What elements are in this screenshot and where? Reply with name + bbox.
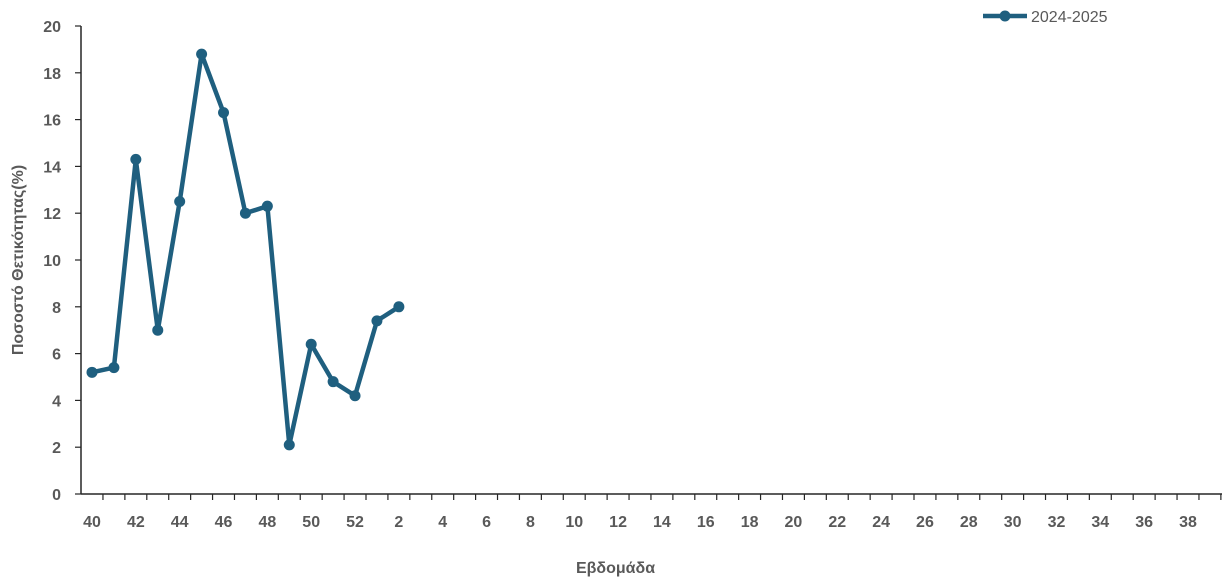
data-point <box>349 390 361 402</box>
legend-marker <box>999 10 1011 22</box>
x-tick-label: 34 <box>1091 514 1109 531</box>
data-point <box>130 153 142 165</box>
x-tick-label: 38 <box>1179 514 1197 531</box>
legend-label: 2024-2025 <box>1031 9 1108 26</box>
x-tick-label: 10 <box>565 514 583 531</box>
data-point <box>86 366 98 378</box>
x-axis-title: Εβδομάδα <box>576 560 655 577</box>
y-tick-label: 16 <box>43 113 61 130</box>
y-tick-label: 12 <box>43 206 61 223</box>
x-tick-label: 18 <box>741 514 759 531</box>
x-tick-label: 28 <box>960 514 978 531</box>
legend: 2024-2025 <box>983 9 1108 26</box>
y-tick-label: 14 <box>43 159 61 176</box>
x-tick-label: 32 <box>1048 514 1066 531</box>
y-axis: 0 2 4 6 8 10 12 14 16 18 20 <box>43 19 82 504</box>
data-point <box>152 324 164 336</box>
x-tick-label: 12 <box>609 514 627 531</box>
y-tick-label: 8 <box>52 300 61 317</box>
x-tick-label: 48 <box>258 514 276 531</box>
x-tick-label: 2 <box>394 514 403 531</box>
y-axis-title: Ποσοστό Θετικότητας(%) <box>10 165 27 355</box>
data-point <box>261 200 273 212</box>
x-tick-label: 22 <box>828 514 846 531</box>
data-point <box>218 107 230 119</box>
y-tick-label: 10 <box>43 253 61 270</box>
x-tick-label: 42 <box>127 514 145 531</box>
data-point <box>393 301 405 313</box>
x-tick-label: 14 <box>653 514 671 531</box>
x-tick-label: 30 <box>1004 514 1022 531</box>
data-point <box>371 315 383 327</box>
x-tick-label: 4 <box>438 514 447 531</box>
data-point <box>239 207 251 219</box>
data-point <box>108 362 120 374</box>
x-tick-label: 40 <box>83 514 101 531</box>
x-axis: 40 42 44 46 48 50 52 2 4 6 8 10 12 14 16 18 20 22 24 26 28 30… <box>81 493 1222 531</box>
y-tick-label: 20 <box>43 19 61 36</box>
x-tick-label: 36 <box>1135 514 1153 531</box>
data-point <box>327 376 339 388</box>
x-tick-label: 20 <box>785 514 803 531</box>
x-tick-label: 46 <box>215 514 233 531</box>
data-point <box>196 48 208 60</box>
y-tick-label: 18 <box>43 66 61 83</box>
y-tick-label: 2 <box>52 440 61 457</box>
y-tick-label: 4 <box>52 393 61 410</box>
data-point <box>174 196 186 207</box>
x-tick-label: 24 <box>872 514 890 531</box>
series-layer <box>86 48 405 451</box>
x-tick-label: 16 <box>697 514 715 531</box>
data-point <box>305 338 317 350</box>
x-tick-label: 6 <box>482 514 491 531</box>
x-tick-label: 8 <box>526 514 535 531</box>
y-tick-label: 6 <box>52 347 61 364</box>
x-tick-label: 52 <box>346 514 364 531</box>
data-point <box>283 439 295 451</box>
x-tick-label: 26 <box>916 514 934 531</box>
y-tick-label: 0 <box>52 487 61 504</box>
x-tick-label: 50 <box>302 514 320 531</box>
series-line <box>89 51 402 448</box>
x-tick-label: 44 <box>171 514 189 531</box>
